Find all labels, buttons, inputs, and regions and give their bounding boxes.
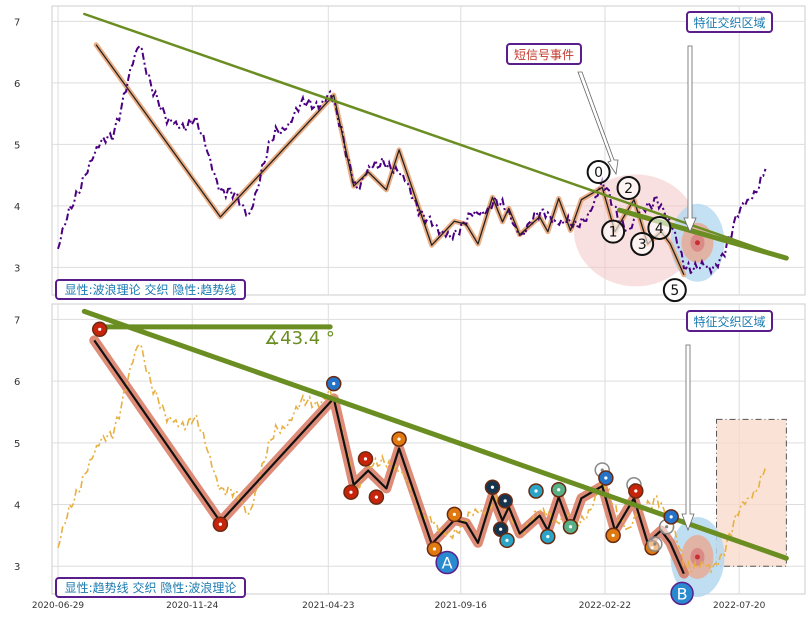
wave-marker-glyph <box>503 499 507 503</box>
wave-marker-glyph <box>332 381 336 386</box>
annotation-label: 显性:波浪理论 交织 隐性:趋势线 <box>65 282 237 297</box>
wave-marker-glyph <box>397 437 401 441</box>
wave-marker-glyph <box>653 542 657 546</box>
wave-marker-glyph <box>505 538 509 542</box>
feature-arrow <box>681 344 695 532</box>
feature-callout-box <box>686 11 773 33</box>
trendline-emphasis <box>616 207 789 261</box>
wave-marker-glyph <box>546 535 550 539</box>
wave-letter-label: A <box>442 554 453 573</box>
annotation-label: 显性:趋势线 交织 隐性:波浪理论 <box>65 580 237 595</box>
x-tick-label: 2021-04-23 <box>302 601 354 611</box>
y-tick-label: 5 <box>14 439 20 450</box>
feature-callout-label: 特征交织区域 <box>693 314 765 329</box>
wave-marker-glyph <box>374 495 378 499</box>
price-series-line <box>57 44 767 276</box>
wave-marker-glyph <box>490 485 495 489</box>
annotation-box <box>55 279 246 300</box>
wave-marker-glyph <box>499 527 503 531</box>
wave-marker-glyph <box>218 522 222 526</box>
wave-count-label: 0 <box>594 165 603 181</box>
wave-count-label: 1 <box>609 225 618 241</box>
feature-arrow <box>683 45 697 234</box>
wave-count-marker <box>586 160 611 185</box>
wave-marker-glyph <box>98 327 102 331</box>
wave-letter-marker <box>435 550 459 575</box>
y-tick-label: 6 <box>14 79 20 90</box>
wave-count-label: 5 <box>670 283 679 299</box>
bottom-forecast-box <box>716 418 787 567</box>
wave-marker-glyph <box>634 489 638 493</box>
wave-marker-glyph <box>557 488 561 492</box>
x-tick-label: 2020-11-24 <box>166 601 219 611</box>
wave-count-marker <box>601 219 626 244</box>
wave-count-label: 2 <box>624 181 633 197</box>
signal-arrow <box>577 71 619 176</box>
wave-marker-glyph <box>363 457 368 461</box>
y-tick-label: 6 <box>14 377 20 388</box>
top-y-tick-labels: 3 4 5 6 7 <box>14 17 20 274</box>
top-trendline <box>83 12 789 261</box>
feature-callout-box <box>686 310 773 332</box>
wave-count-label: 3 <box>638 237 647 253</box>
wave-marker-glyph <box>534 489 538 493</box>
top-numbered-markers: 0 1 2 34 5 <box>586 160 687 303</box>
x-tick-label: 2022-02-22 <box>579 601 631 611</box>
bottom-angle-reference: ∡43.4 ° <box>97 324 335 349</box>
bottom-gridlines <box>52 304 805 594</box>
x-tick-labels: 2020-06-29 2020-11-24 2021-04-23 2021-09-16… <box>32 601 766 611</box>
wave-marker-glyph <box>665 525 669 529</box>
wave-count-marker <box>616 176 641 201</box>
y-tick-label: 7 <box>14 17 20 28</box>
feature-center-dot <box>694 554 700 560</box>
wave-count-marker <box>630 231 655 256</box>
annotation-box <box>55 577 246 598</box>
wave-count-marker <box>662 278 687 303</box>
y-tick-label: 4 <box>14 501 20 512</box>
bottom-price-line <box>57 342 767 574</box>
angle-label: ∡43.4 ° <box>264 328 335 349</box>
wave-marker-glyph <box>568 525 573 529</box>
signal-callout-box <box>506 43 582 65</box>
wave-marker-glyph <box>669 515 673 519</box>
y-tick-label: 3 <box>14 562 20 573</box>
top-price-line <box>57 44 767 276</box>
price-series-line <box>57 342 767 574</box>
feature-callout-label: 特征交织区域 <box>693 15 765 30</box>
y-tick-label: 3 <box>14 263 20 274</box>
y-tick-label: 4 <box>14 202 20 213</box>
y-tick-label: 5 <box>14 140 20 151</box>
signal-callout-label: 短信号事件 <box>514 48 574 62</box>
wave-marker-glyph <box>604 476 608 480</box>
trendline <box>83 12 788 260</box>
bottom-markers <box>91 321 679 557</box>
y-tick-label: 7 <box>14 315 20 326</box>
wave-marker-glyph <box>452 512 456 517</box>
x-tick-label: 2022-07-20 <box>713 601 766 611</box>
wave-marker-glyph <box>432 547 437 551</box>
wave-count-marker <box>647 215 672 240</box>
wave-marker-glyph <box>349 490 353 494</box>
bottom-y-tick-labels: 3 4 5 6 7 <box>14 315 20 573</box>
wave-marker-glyph <box>611 533 615 537</box>
forecast-box <box>716 418 787 567</box>
wave-letter-label: B <box>677 584 688 603</box>
wave-count-label: 4 <box>655 221 664 237</box>
feature-center-dot <box>694 240 700 246</box>
wave-marker-glyph <box>600 468 604 472</box>
wave-letter-marker <box>670 581 694 606</box>
x-tick-label: 2021-09-16 <box>435 601 488 611</box>
x-tick-label: 2020-06-29 <box>32 601 85 611</box>
bottom-letter-markers: AB <box>435 550 694 606</box>
